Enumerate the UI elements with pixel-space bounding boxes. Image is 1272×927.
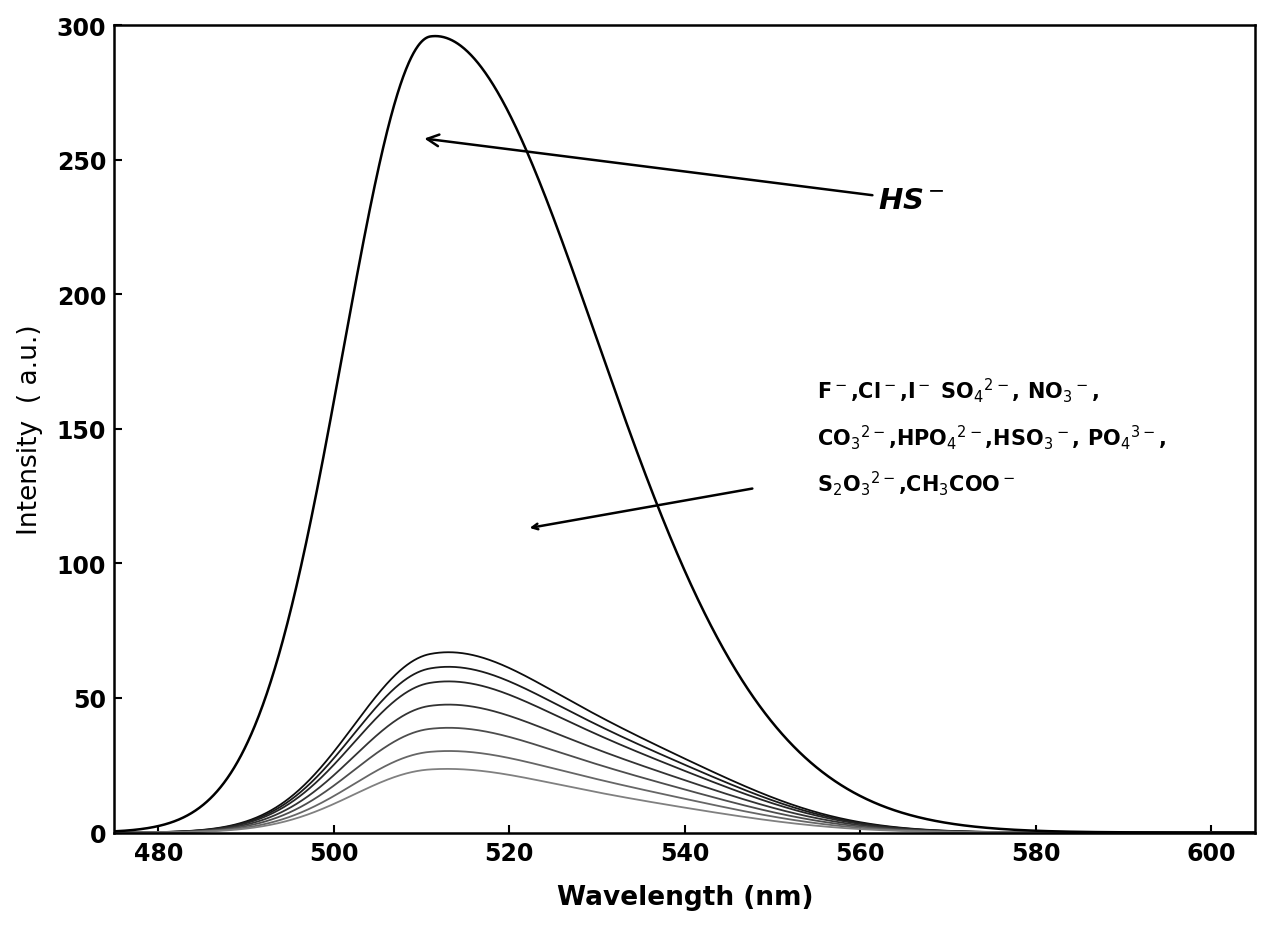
X-axis label: Wavelength (nm): Wavelength (nm) (557, 884, 813, 910)
Y-axis label: Intensity  ( a.u.): Intensity ( a.u.) (17, 324, 43, 535)
Text: HS$^-$: HS$^-$ (427, 135, 944, 215)
Text: F$^-$,Cl$^-$,I$^-$ SO$_4$$^{2-}$, NO$_3$$^-$,
CO$_3$$^{2-}$,HPO$_4$$^{2-}$,HSO$_: F$^-$,Cl$^-$,I$^-$ SO$_4$$^{2-}$, NO$_3$… (817, 375, 1165, 498)
